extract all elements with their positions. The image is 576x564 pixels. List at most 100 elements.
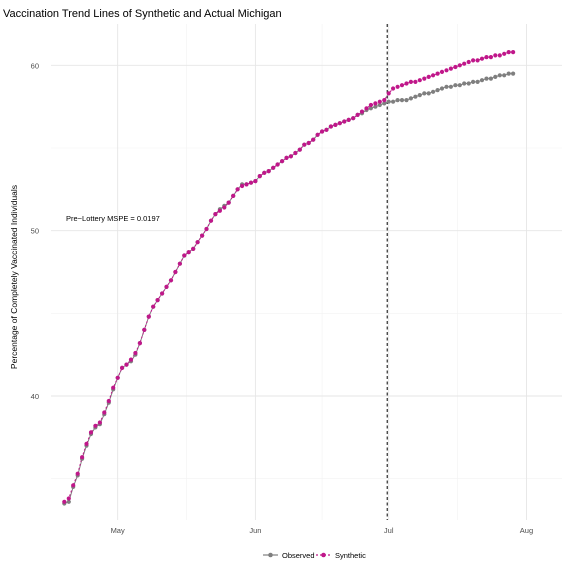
synthetic-point bbox=[324, 127, 329, 132]
observed-point bbox=[426, 91, 431, 96]
observed-line bbox=[64, 73, 514, 504]
synthetic-point bbox=[466, 59, 471, 65]
synthetic-point bbox=[213, 212, 218, 217]
observed-point bbox=[457, 83, 462, 88]
grid-minor bbox=[51, 24, 562, 520]
synthetic-point bbox=[364, 106, 369, 111]
observed-point bbox=[404, 98, 409, 103]
synthetic-point bbox=[93, 423, 98, 428]
observed-point bbox=[391, 99, 396, 104]
synthetic-point bbox=[373, 101, 378, 106]
synthetic-point bbox=[173, 269, 178, 275]
synthetic-point bbox=[355, 112, 360, 117]
synthetic-point bbox=[84, 441, 89, 446]
synthetic-point bbox=[493, 53, 498, 58]
observed-point bbox=[471, 79, 476, 84]
legend-observed-label: Observed bbox=[282, 551, 315, 560]
synthetic-point bbox=[111, 385, 116, 390]
synthetic-point bbox=[368, 102, 373, 108]
x-axis-ticks: May Jun Jul Aug bbox=[111, 526, 534, 535]
synthetic-point bbox=[115, 375, 120, 380]
legend: Observed Synthetic bbox=[263, 551, 366, 560]
synthetic-point bbox=[431, 73, 436, 78]
observed-point bbox=[373, 104, 378, 109]
observed-point bbox=[497, 73, 502, 78]
y-tick-label: 50 bbox=[31, 227, 39, 236]
mspe-annotation: Pre−Lottery MSPE = 0.0197 bbox=[66, 214, 160, 223]
synthetic-point bbox=[453, 64, 458, 70]
synthetic-point bbox=[164, 284, 169, 289]
observed-point bbox=[408, 96, 413, 101]
synthetic-point bbox=[62, 499, 67, 504]
synthetic-point bbox=[484, 55, 489, 60]
synthetic-point bbox=[315, 132, 320, 137]
synthetic-point bbox=[191, 246, 196, 251]
observed-point bbox=[66, 499, 71, 504]
observed-point bbox=[431, 89, 436, 94]
observed-point bbox=[368, 106, 373, 111]
observed-point bbox=[510, 71, 516, 76]
observed-point bbox=[439, 86, 445, 91]
y-axis-label: Percentage of Completely Vaccinated Indi… bbox=[9, 185, 19, 369]
synthetic-point bbox=[413, 79, 418, 84]
synthetic-point bbox=[328, 124, 333, 129]
observed-point bbox=[377, 102, 382, 108]
synthetic-point bbox=[422, 76, 427, 81]
synthetic-point bbox=[293, 150, 298, 156]
synthetic-point bbox=[102, 410, 107, 415]
observed-point bbox=[395, 98, 400, 103]
x-tick-label: Jul bbox=[384, 526, 394, 535]
synthetic-point bbox=[320, 129, 325, 134]
synthetic-point bbox=[306, 140, 311, 146]
synthetic-point bbox=[222, 205, 227, 210]
synthetic-point bbox=[275, 162, 280, 167]
synthetic-point bbox=[106, 398, 111, 404]
legend-synthetic-dot bbox=[321, 552, 326, 558]
synthetic-point bbox=[506, 50, 511, 55]
synthetic-point bbox=[399, 83, 405, 88]
synthetic-point bbox=[408, 79, 413, 84]
synthetic-point bbox=[435, 71, 440, 76]
synthetic-point bbox=[257, 174, 262, 179]
series-points bbox=[62, 50, 516, 506]
legend-item-synthetic: Synthetic bbox=[316, 551, 366, 560]
synthetic-point bbox=[333, 122, 338, 127]
synthetic-point bbox=[231, 193, 236, 198]
synthetic-point bbox=[137, 341, 142, 346]
synthetic-line bbox=[64, 51, 514, 503]
synthetic-point bbox=[244, 182, 249, 187]
synthetic-point bbox=[226, 200, 231, 205]
synthetic-point bbox=[404, 81, 409, 86]
synthetic-point bbox=[208, 218, 214, 223]
y-tick-label: 60 bbox=[31, 61, 39, 70]
synthetic-point bbox=[351, 116, 356, 121]
synthetic-point bbox=[502, 51, 507, 56]
x-tick-label: Jun bbox=[249, 526, 261, 535]
synthetic-point bbox=[186, 250, 191, 255]
synthetic-point bbox=[75, 471, 80, 476]
series-lines bbox=[64, 51, 514, 504]
synthetic-point bbox=[217, 208, 222, 213]
synthetic-point bbox=[302, 142, 307, 147]
chart-title: Vaccination Trend Lines of Synthetic and… bbox=[3, 8, 282, 20]
synthetic-point bbox=[204, 226, 209, 232]
observed-point bbox=[386, 99, 391, 104]
synthetic-point bbox=[284, 155, 289, 160]
synthetic-point bbox=[151, 304, 156, 309]
synthetic-point bbox=[426, 74, 431, 79]
synthetic-point bbox=[155, 298, 160, 303]
synthetic-point bbox=[71, 483, 76, 488]
synthetic-point bbox=[248, 180, 254, 185]
synthetic-point bbox=[462, 61, 467, 66]
synthetic-point bbox=[475, 58, 480, 63]
synthetic-point bbox=[391, 86, 396, 91]
synthetic-point bbox=[80, 455, 85, 460]
observed-point bbox=[382, 101, 387, 106]
observed-point bbox=[417, 93, 422, 98]
observed-point bbox=[493, 74, 498, 79]
synthetic-point bbox=[457, 63, 462, 68]
synthetic-point bbox=[120, 365, 125, 370]
synthetic-point bbox=[479, 56, 485, 61]
synthetic-point bbox=[297, 147, 302, 152]
